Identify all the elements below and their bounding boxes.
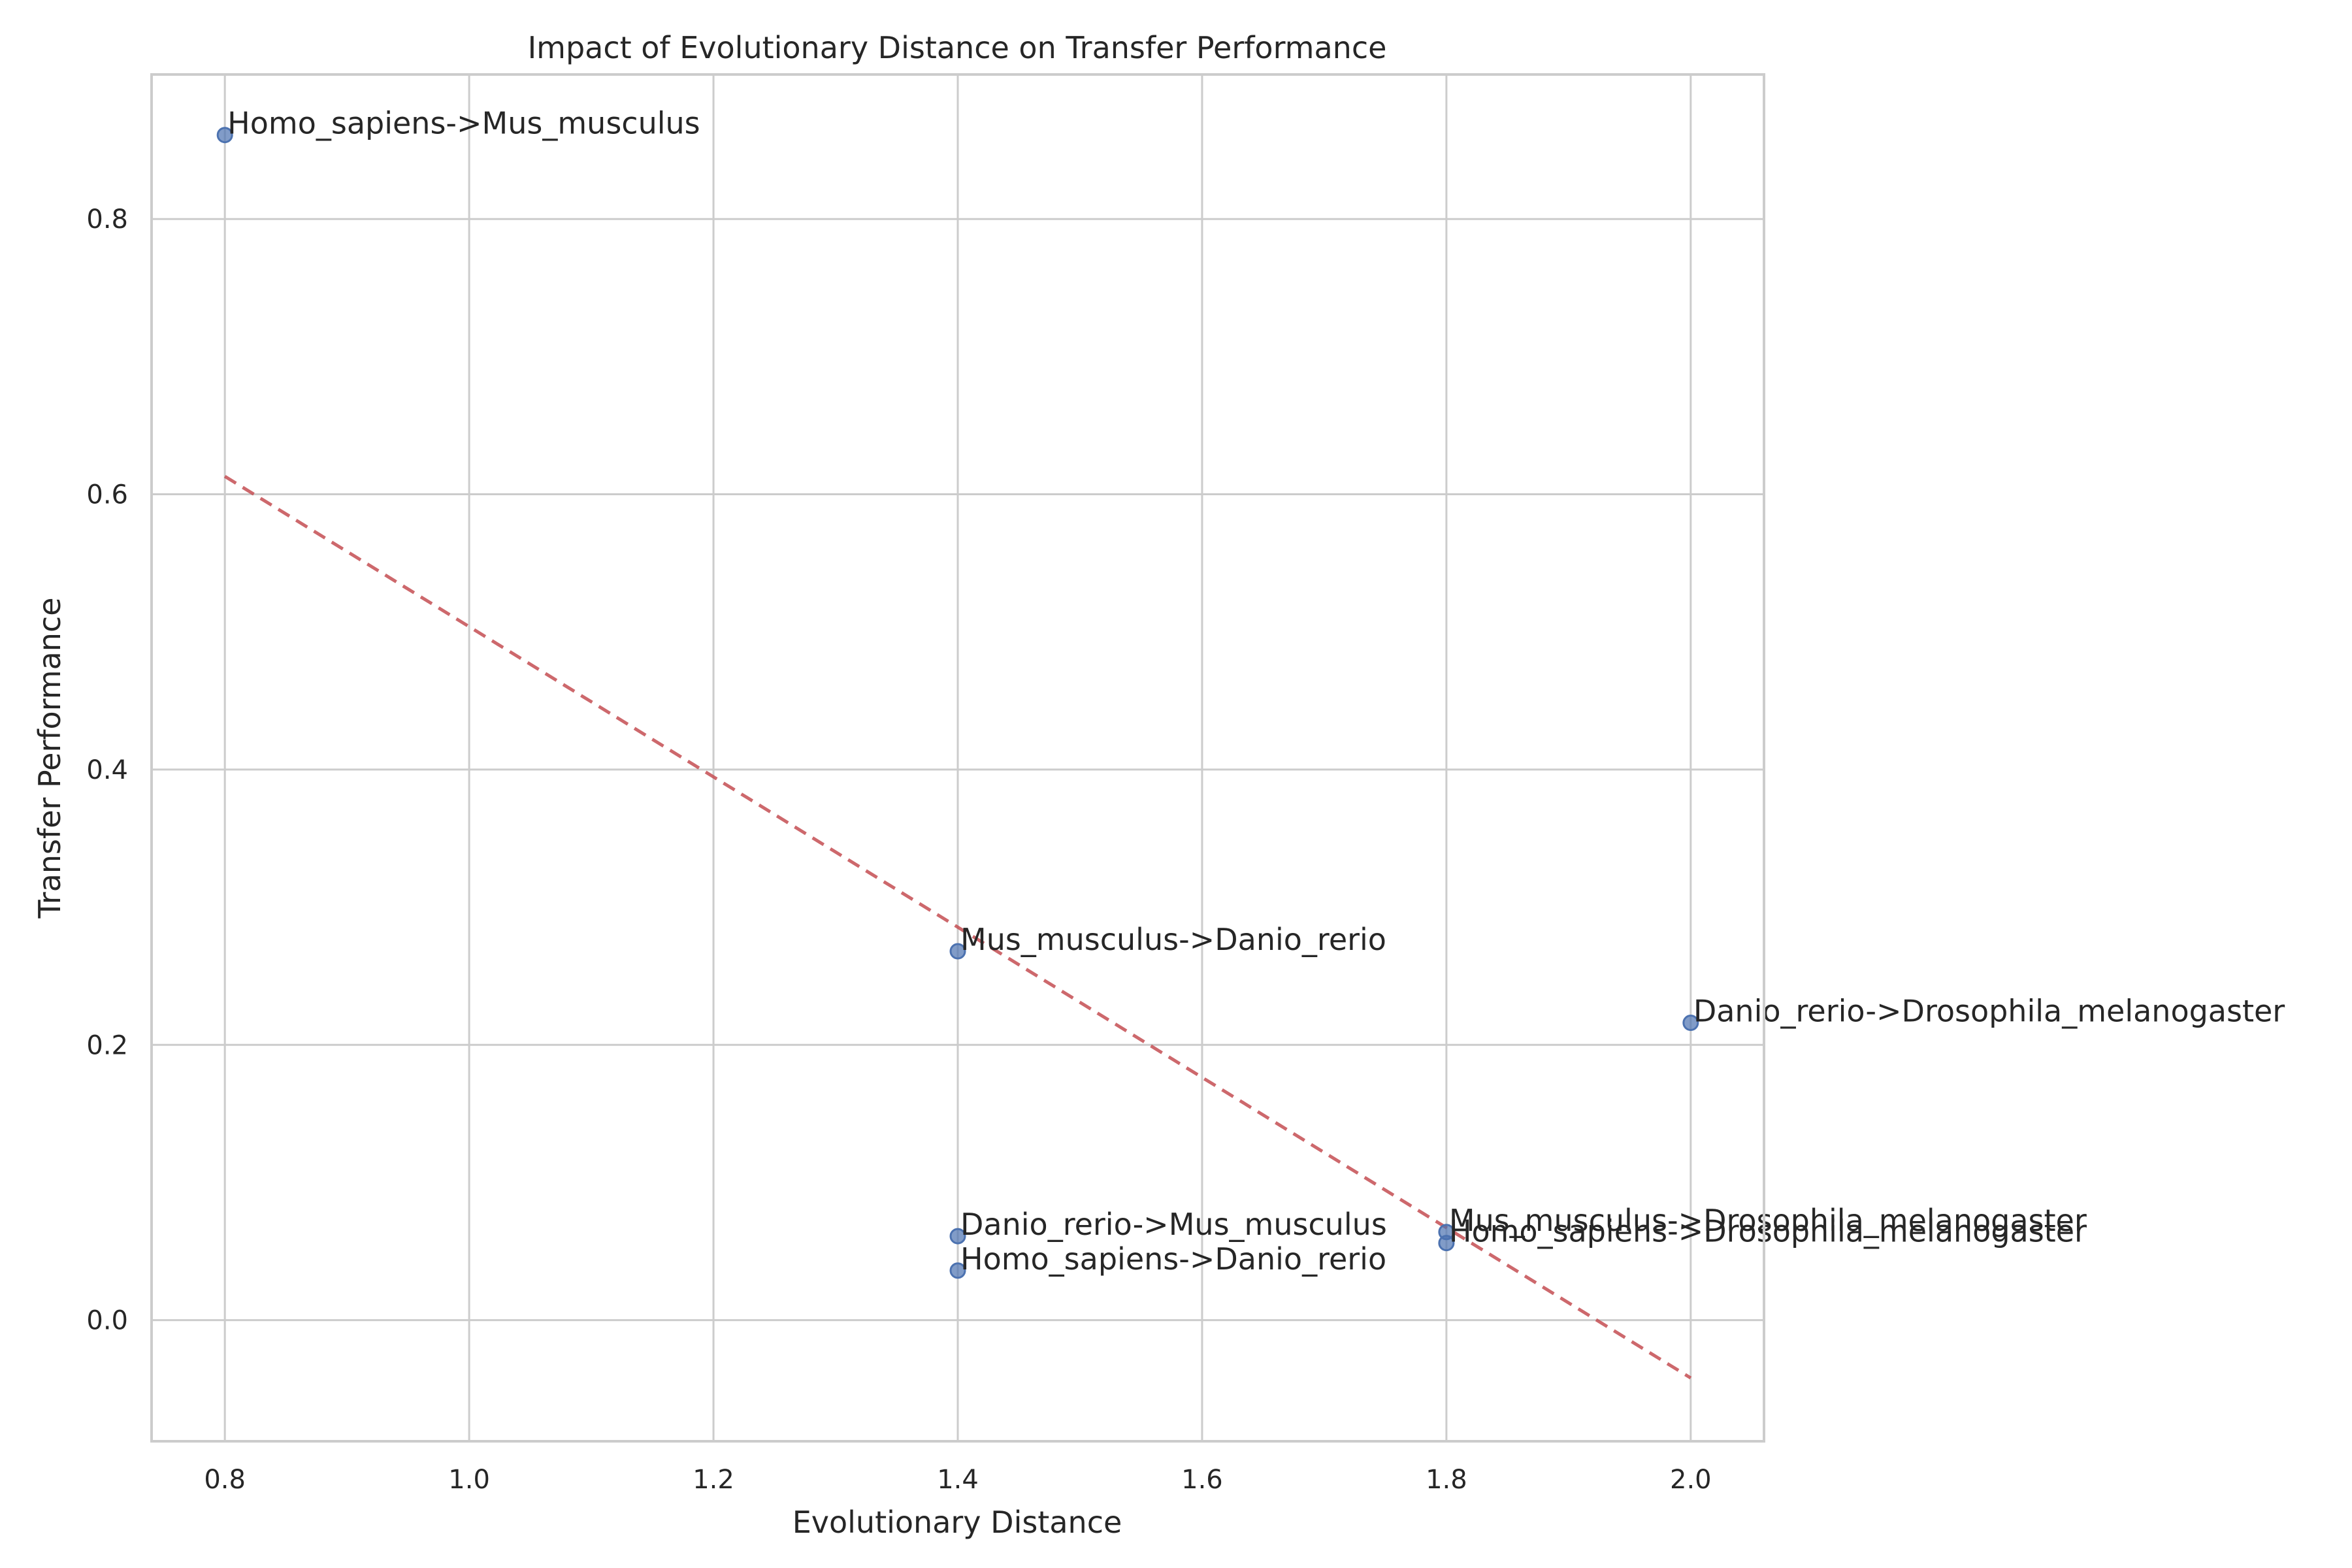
- x-tick-labels: 0.8 1.0 1.2 1.4 1.6 1.8 2.0: [204, 1465, 1711, 1495]
- point-label: Homo_sapiens->Danio_rerio: [960, 1241, 1386, 1277]
- x-tick-label: 1.2: [693, 1465, 734, 1495]
- y-tick-label: 0.4: [86, 755, 128, 785]
- point-label: Mus_musculus->Drosophila_melanogaster: [1449, 1203, 2087, 1238]
- data-point: [216, 127, 233, 144]
- data-point: [1438, 1235, 1455, 1252]
- point-label: Danio_rerio->Drosophila_melanogaster: [1693, 994, 2285, 1029]
- x-tick-label: 2.0: [1670, 1465, 1712, 1495]
- x-tick-label: 1.0: [448, 1465, 490, 1495]
- y-tick-label: 0.6: [86, 480, 128, 510]
- y-tick-labels: 0.0 0.2 0.4 0.6 0.8: [86, 204, 128, 1335]
- x-tick-label: 1.6: [1181, 1465, 1223, 1495]
- x-tick-label: 1.4: [937, 1465, 979, 1495]
- data-point: [949, 943, 966, 960]
- y-axis-label: Transfer Performance: [32, 597, 67, 919]
- point-label: Mus_musculus->Danio_rerio: [960, 922, 1386, 957]
- data-points: Homo_sapiens->Mus_musculus Mus_musculus->…: [216, 106, 2285, 1279]
- x-tick-label: 1.8: [1426, 1465, 1467, 1495]
- chart-title: Impact of Evolutionary Distance on Trans…: [528, 30, 1387, 65]
- y-tick-label: 0.0: [86, 1306, 128, 1336]
- point-label: Homo_sapiens->Drosophila_melanogaster: [1449, 1214, 2087, 1249]
- data-point: [949, 1262, 966, 1279]
- grid: [152, 74, 1764, 1441]
- y-tick-label: 0.8: [86, 204, 128, 235]
- x-axis-label: Evolutionary Distance: [792, 1505, 1122, 1540]
- y-tick-label: 0.2: [86, 1030, 128, 1060]
- data-point: [949, 1228, 966, 1245]
- point-label: Homo_sapiens->Mus_musculus: [227, 106, 700, 141]
- point-label: Danio_rerio->Mus_musculus: [960, 1207, 1387, 1242]
- data-point: [1682, 1015, 1699, 1032]
- x-tick-label: 0.8: [204, 1465, 246, 1495]
- plot-frame: [150, 73, 1765, 1443]
